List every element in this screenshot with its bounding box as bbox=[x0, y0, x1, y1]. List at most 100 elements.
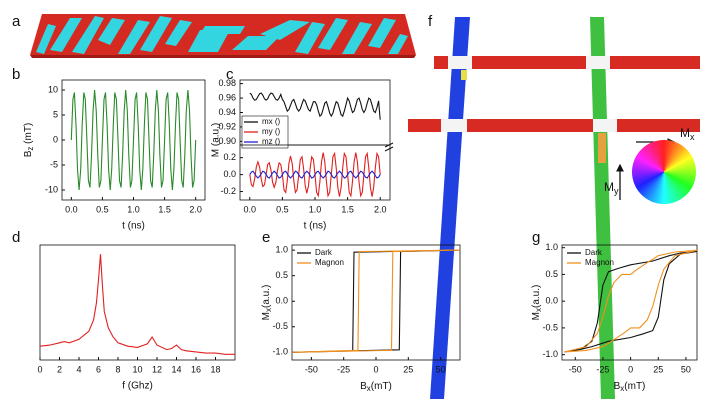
panel-label: d bbox=[12, 229, 20, 246]
x-tick-label: -50 bbox=[305, 364, 318, 374]
x-tick-label: 50 bbox=[681, 364, 691, 374]
legend-label: Magnon bbox=[585, 258, 614, 267]
x-tick-label: 2 bbox=[57, 364, 62, 374]
x-tick-label: 50 bbox=[436, 364, 446, 374]
x-tick-label: 0.0 bbox=[65, 204, 78, 214]
x-tick-label: 1.0 bbox=[309, 204, 322, 214]
x-tick-label: 8 bbox=[115, 364, 120, 374]
y-tick-label: 1.0 bbox=[545, 242, 558, 252]
legend-label: Dark bbox=[315, 248, 333, 257]
y-tick-label: -0.5 bbox=[272, 321, 288, 331]
x-tick-label: 18 bbox=[210, 364, 220, 374]
y-tick-label: 1.0 bbox=[275, 244, 288, 254]
x-tick-label: 1.5 bbox=[341, 204, 354, 214]
x-tick-label: 6 bbox=[96, 364, 101, 374]
y-tick-label: 0.98 bbox=[218, 78, 236, 88]
axis-break bbox=[384, 142, 394, 152]
y-axis-label-unit: (mT) bbox=[23, 123, 34, 147]
y-axis-label-main: M bbox=[531, 312, 542, 320]
x-tick-label: 16 bbox=[191, 364, 201, 374]
legend-label: Dark bbox=[585, 248, 603, 257]
domain-image bbox=[30, 14, 416, 58]
x-tick-label: 10 bbox=[132, 364, 142, 374]
crossbar-image bbox=[408, 17, 700, 399]
y-axis-label-main: B bbox=[23, 150, 34, 157]
y-tick-label: 0.90 bbox=[218, 136, 236, 146]
panel-label: b bbox=[12, 66, 20, 83]
x-tick-label: 14 bbox=[171, 364, 181, 374]
data-line bbox=[564, 250, 698, 353]
x-axis-label-sub: x bbox=[367, 384, 371, 393]
x-tick-label: 1.0 bbox=[127, 204, 140, 214]
y-tick-label: -1.0 bbox=[542, 349, 558, 359]
y-tick-label: 10 bbox=[48, 84, 58, 94]
data-line bbox=[39, 254, 235, 355]
y-tick-label: -0.5 bbox=[542, 322, 558, 332]
y-tick-label: 0.2 bbox=[223, 152, 236, 162]
y-tick-label: 0.0 bbox=[545, 296, 558, 306]
y-tick-label: 0.96 bbox=[218, 92, 236, 102]
y-axis-label-sub: x bbox=[264, 308, 273, 312]
legend-label: mz () bbox=[262, 137, 281, 146]
data-line bbox=[564, 249, 698, 353]
x-axis-label: Bx(mT) bbox=[360, 381, 392, 393]
x-tick-label: 2.0 bbox=[189, 204, 202, 214]
x-axis-label-main: B bbox=[360, 381, 367, 392]
data-line bbox=[291, 249, 461, 353]
y-axis-label-sub: z bbox=[26, 147, 35, 151]
plot-frame bbox=[561, 244, 698, 361]
x-tick-label: 0 bbox=[373, 364, 378, 374]
panel-label: f bbox=[428, 13, 433, 30]
x-axis-label-unit: (mT) bbox=[371, 381, 392, 392]
y-axis-label-unit: (a.u.) bbox=[261, 285, 272, 308]
y-tick-label: -10 bbox=[45, 184, 58, 194]
y-tick-label: 0.0 bbox=[275, 296, 288, 306]
axis-direction-sub: x bbox=[690, 132, 695, 142]
axis-direction-label: Mx bbox=[680, 126, 695, 142]
panel-label: e bbox=[262, 229, 270, 246]
x-axis-label-sub: x bbox=[620, 384, 624, 393]
panel-label: a bbox=[12, 13, 21, 30]
x-tick-label: 0.0 bbox=[244, 204, 257, 214]
y-axis-label: M (a.u.) bbox=[211, 123, 222, 157]
x-tick-label: 0 bbox=[628, 364, 633, 374]
color-wheel bbox=[632, 140, 696, 204]
x-tick-label: 0 bbox=[37, 364, 42, 374]
data-line bbox=[249, 92, 381, 120]
x-tick-label: 25 bbox=[403, 364, 413, 374]
y-axis-label: Bz (mT) bbox=[23, 123, 35, 158]
y-axis-label: Mx(a.u.) bbox=[531, 285, 543, 321]
y-tick-label: 0.5 bbox=[545, 269, 558, 279]
x-tick-label: 0.5 bbox=[276, 204, 289, 214]
panel-label: g bbox=[532, 229, 540, 246]
data-line bbox=[249, 170, 381, 179]
x-tick-label: 4 bbox=[76, 364, 81, 374]
y-axis-label-unit: (a.u.) bbox=[531, 285, 542, 308]
y-tick-label: -0.2 bbox=[220, 186, 236, 196]
axis-direction-text: M bbox=[680, 126, 690, 140]
x-tick-label: -50 bbox=[569, 364, 582, 374]
axis-direction-sub: y bbox=[614, 186, 619, 196]
x-tick-label: 0.5 bbox=[96, 204, 109, 214]
y-tick-label: 5 bbox=[53, 109, 58, 119]
x-axis-label-unit: (mT) bbox=[624, 381, 645, 392]
y-tick-label: 0 bbox=[53, 134, 58, 144]
y-tick-label: 0.5 bbox=[275, 270, 288, 280]
legend-label: mx () bbox=[262, 117, 281, 126]
y-tick-label: 0.0 bbox=[223, 169, 236, 179]
axis-direction-text: M bbox=[604, 180, 614, 194]
x-axis-label: t (ns) bbox=[304, 221, 327, 232]
panel-label: c bbox=[226, 66, 234, 83]
data-line bbox=[70, 89, 197, 191]
x-tick-label: -25 bbox=[596, 364, 609, 374]
x-tick-label: -25 bbox=[337, 364, 350, 374]
legend-label: Magnon bbox=[315, 258, 344, 267]
x-tick-label: 1.5 bbox=[158, 204, 171, 214]
x-tick-label: 25 bbox=[653, 364, 663, 374]
x-axis-label: Bx(mT) bbox=[614, 381, 646, 393]
x-tick-label: 2.0 bbox=[374, 204, 387, 214]
y-axis-label: Mx(a.u.) bbox=[261, 285, 273, 321]
y-axis-label-sub: x bbox=[534, 308, 543, 312]
legend-label: my () bbox=[262, 127, 281, 136]
